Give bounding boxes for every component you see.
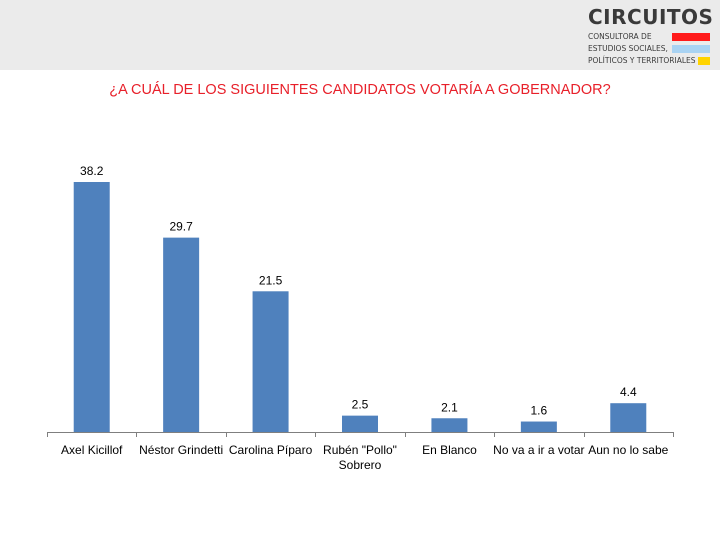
data-label: 38.2 [80, 164, 104, 178]
data-label: 21.5 [259, 273, 283, 287]
bar [520, 421, 557, 432]
bar [163, 237, 200, 432]
data-label: 29.7 [169, 220, 193, 234]
x-tick-label: Néstor Grindetti [139, 443, 223, 457]
bar [252, 291, 289, 432]
logo-line-2: ESTUDIOS SOCIALES, [588, 44, 668, 53]
bar [73, 182, 110, 432]
x-tick-label: Axel Kicillof [61, 443, 123, 457]
logo-title: CIRCUITOS [588, 5, 714, 29]
logo-bar-red [672, 33, 710, 41]
logo-line-3: POLÍTICOS Y TERRITORIALES [588, 56, 696, 65]
logo-line-1: CONSULTORA DE [588, 32, 652, 41]
chart-title: ¿A CUÁL DE LOS SIGUIENTES CANDIDATOS VOT… [109, 82, 611, 98]
data-label: 2.1 [441, 400, 458, 414]
bar [610, 403, 647, 432]
data-label: 2.5 [352, 398, 369, 412]
bar [431, 418, 468, 432]
data-label: 1.6 [531, 404, 548, 418]
data-label: 4.4 [620, 385, 637, 399]
x-tick-label: Rubén "Pollo" [323, 443, 397, 457]
header-band [0, 0, 720, 70]
logo-bar-blue [672, 45, 710, 53]
logo-bar-yellow [698, 57, 710, 65]
bar [342, 415, 378, 432]
x-tick-label: Sobrero [339, 458, 382, 472]
x-tick-label: Carolina Píparo [229, 443, 313, 457]
circuitos-logo: CIRCUITOS CONSULTORA DE ESTUDIOS SOCIALE… [588, 6, 713, 66]
x-tick-label: En Blanco [422, 443, 477, 457]
x-tick-label: No va a ir a votar [493, 443, 584, 457]
x-tick-label: Aun no lo sabe [588, 443, 668, 457]
